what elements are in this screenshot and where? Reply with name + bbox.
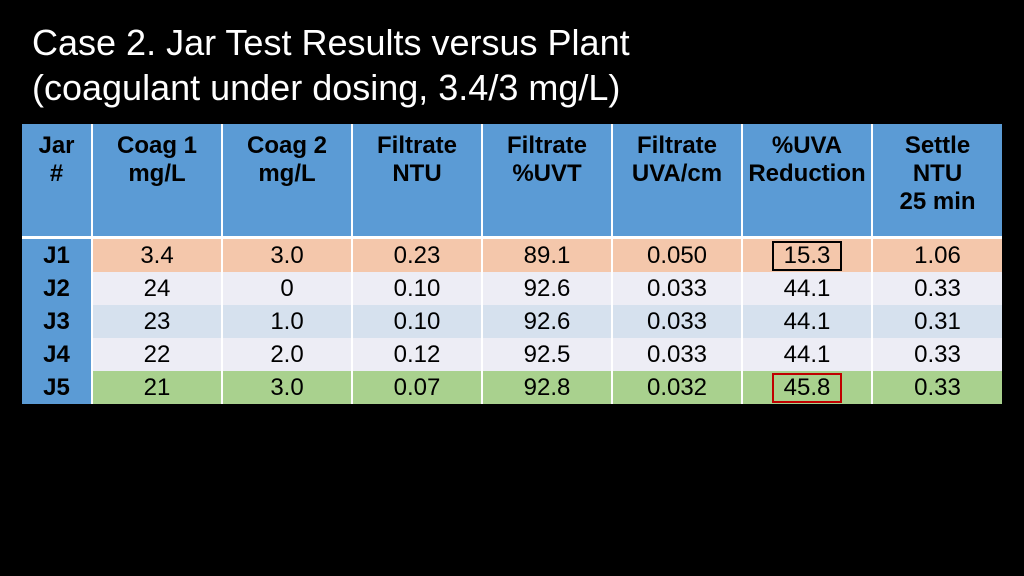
table-cell: 0.033 [612, 305, 742, 338]
table-cell: 0.07 [352, 371, 482, 404]
row-label: J3 [22, 305, 92, 338]
table-cell: 0.032 [612, 371, 742, 404]
col-header: %UVAReduction [742, 124, 872, 238]
table-body: J13.43.00.2389.10.05015.31.06J22400.1092… [22, 238, 1002, 405]
results-table: Jar#Coag 1mg/LCoag 2mg/LFiltrateNTUFiltr… [22, 124, 1002, 404]
table-cell: 23 [92, 305, 222, 338]
table-cell: 44.1 [742, 305, 872, 338]
table-cell: 0.33 [872, 338, 1002, 371]
table-cell: 0.050 [612, 238, 742, 273]
title-line-2: (coagulant under dosing, 3.4/3 mg/L) [32, 67, 620, 108]
col-header-jar: Jar# [22, 124, 92, 238]
table-cell: 0.033 [612, 272, 742, 305]
table-cell: 44.1 [742, 338, 872, 371]
table-cell: 0.10 [352, 272, 482, 305]
table-cell: 1.06 [872, 238, 1002, 273]
table-cell: 15.3 [742, 238, 872, 273]
table-cell: 0.31 [872, 305, 1002, 338]
row-label: J4 [22, 338, 92, 371]
table-cell: 3.0 [222, 238, 352, 273]
table-header-row: Jar#Coag 1mg/LCoag 2mg/LFiltrateNTUFiltr… [22, 124, 1002, 238]
table-cell: 21 [92, 371, 222, 404]
table-cell: 45.8 [742, 371, 872, 404]
table-cell: 0.33 [872, 371, 1002, 404]
table-row: J3231.00.1092.60.03344.10.31 [22, 305, 1002, 338]
highlight-box: 45.8 [772, 373, 843, 403]
col-header: Filtrate%UVT [482, 124, 612, 238]
table-cell: 1.0 [222, 305, 352, 338]
table-cell: 92.6 [482, 305, 612, 338]
table-cell: 3.4 [92, 238, 222, 273]
table-cell: 3.0 [222, 371, 352, 404]
table-cell: 44.1 [742, 272, 872, 305]
table-row: J13.43.00.2389.10.050 15.3 1.06 [22, 238, 1002, 273]
table-cell: 0.33 [872, 272, 1002, 305]
row-label: J2 [22, 272, 92, 305]
title-line-1: Case 2. Jar Test Results versus Plant [32, 22, 630, 63]
table-cell: 2.0 [222, 338, 352, 371]
slide-title: Case 2. Jar Test Results versus Plant (c… [32, 20, 1002, 110]
table-cell: 22 [92, 338, 222, 371]
table-cell: 0 [222, 272, 352, 305]
table-cell: 24 [92, 272, 222, 305]
table-cell: 92.5 [482, 338, 612, 371]
slide: Case 2. Jar Test Results versus Plant (c… [0, 0, 1024, 576]
table-cell: 89.1 [482, 238, 612, 273]
table-cell: 0.12 [352, 338, 482, 371]
table-cell: 0.23 [352, 238, 482, 273]
table-cell: 0.10 [352, 305, 482, 338]
col-header: Coag 2mg/L [222, 124, 352, 238]
table-cell: 92.8 [482, 371, 612, 404]
row-label: J1 [22, 238, 92, 273]
col-header: FiltrateUVA/cm [612, 124, 742, 238]
row-label: J5 [22, 371, 92, 404]
table-row: J22400.1092.60.03344.10.33 [22, 272, 1002, 305]
table-row: J5213.00.0792.80.032 45.8 0.33 [22, 371, 1002, 404]
highlight-box: 15.3 [772, 241, 843, 271]
table-row: J4222.00.1292.50.03344.10.33 [22, 338, 1002, 371]
col-header: FiltrateNTU [352, 124, 482, 238]
col-header: SettleNTU25 min [872, 124, 1002, 238]
table-cell: 0.033 [612, 338, 742, 371]
table-cell: 92.6 [482, 272, 612, 305]
col-header: Coag 1mg/L [92, 124, 222, 238]
